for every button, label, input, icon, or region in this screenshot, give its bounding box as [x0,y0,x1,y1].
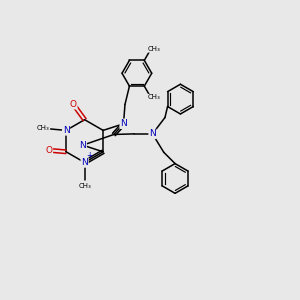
Text: O: O [70,100,77,109]
Text: N: N [80,141,86,150]
Text: CH₃: CH₃ [37,125,50,131]
Text: N: N [63,126,70,135]
Text: CH₃: CH₃ [148,94,160,100]
Text: CH₃: CH₃ [79,183,91,189]
Text: +: + [86,152,92,160]
Text: N: N [120,119,127,128]
Text: N: N [149,129,156,138]
Text: CH₃: CH₃ [148,46,160,52]
Text: N: N [81,158,88,167]
Text: O: O [45,146,52,155]
